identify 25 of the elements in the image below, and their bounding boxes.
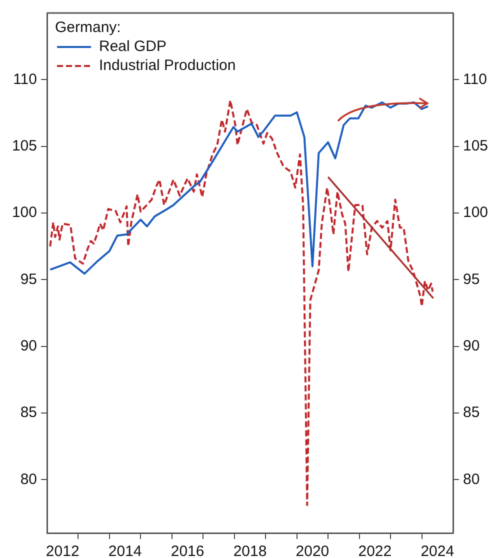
y2-tick-label: 85 xyxy=(463,404,480,422)
y-tick-label: 100 xyxy=(12,204,37,222)
y2-tick-label: 100 xyxy=(463,204,488,222)
y2-tick-label: 80 xyxy=(463,470,480,488)
x-tick-label: 2022 xyxy=(358,543,392,558)
y2-tick-label: 90 xyxy=(463,337,480,354)
x-tick-label: 2018 xyxy=(233,543,267,558)
y2-tick-label: 105 xyxy=(463,137,488,154)
y-tick-label: 95 xyxy=(20,270,37,288)
y2-tick-label: 110 xyxy=(463,70,487,88)
y-tick-label: 105 xyxy=(12,137,37,154)
y-tick-label: 85 xyxy=(20,404,37,422)
legend-title: Germany: xyxy=(55,18,122,37)
x-tick-label: 2024 xyxy=(420,543,454,558)
x-tick-label: 2014 xyxy=(108,543,142,558)
y-tick-label: 90 xyxy=(20,337,37,354)
x-tick-label: 2016 xyxy=(170,543,204,558)
x-tick-label: 2012 xyxy=(46,543,80,558)
y2-tick-label: 95 xyxy=(463,270,480,288)
y-tick-label: 80 xyxy=(20,470,37,488)
y-tick-label: 110 xyxy=(13,70,37,88)
legend-label: Industrial Production xyxy=(99,56,236,75)
line-series xyxy=(49,99,434,506)
legend-label: Real GDP xyxy=(99,37,167,56)
x-tick-label: 2020 xyxy=(296,543,330,558)
